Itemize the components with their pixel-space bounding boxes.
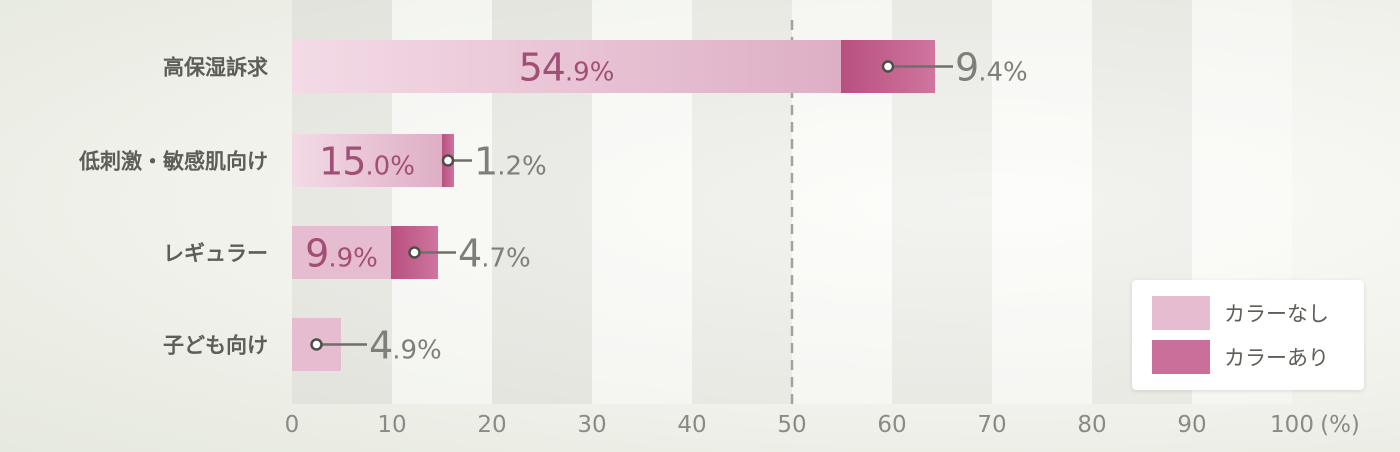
x-tick-label: 80 [1077,412,1106,438]
bar-color-none [292,134,442,187]
legend-swatch-color-none [1152,296,1210,330]
connector-dot [441,154,455,167]
x-tick-label: 0 [285,412,300,438]
bar-color-none [292,40,841,93]
bar-inside-label: 54.9% [519,46,615,90]
category-label: レギュラー [163,242,268,266]
connector-dot [881,60,895,73]
bar-outside-label: 1.2% [474,140,547,184]
connector-dot [310,338,323,351]
category-label: 子ども向け [163,334,268,358]
legend-label-color-yes: カラーあり [1224,346,1329,370]
category-label: 高保湿訴求 [163,56,268,80]
legend-item-color-none: カラーなし [1152,296,1329,330]
grid-band [992,0,1092,404]
connector-dot [408,246,421,259]
bar-outside-label: 4.7% [458,232,531,276]
bar-inside-label: 15.0% [319,140,415,184]
x-tick-label: 40 [677,412,706,438]
legend: カラーなし カラーあり [1132,280,1364,390]
legend-label-color-none: カラーなし [1224,302,1329,326]
x-unit-label: (%) [1320,412,1360,438]
category-label: 低刺激・敏感肌向け [78,150,268,174]
x-tick-label: 10 [377,412,406,438]
bar-color-none [292,226,391,279]
x-tick-label: 90 [1177,412,1206,438]
x-tick-label: 100 [1270,412,1314,438]
bar-outside-label: 4.9% [369,324,442,368]
x-tick-label: 60 [877,412,906,438]
bar-inside-label: 9.9% [305,232,378,276]
legend-item-color-yes: カラーあり [1152,340,1329,374]
x-tick-label: 70 [977,412,1006,438]
legend-swatch-color-yes [1152,340,1210,374]
x-tick-label: 30 [577,412,606,438]
x-tick-label: 50 [777,412,806,438]
x-tick-label: 20 [477,412,506,438]
bar-outside-label: 9.4% [955,46,1028,90]
